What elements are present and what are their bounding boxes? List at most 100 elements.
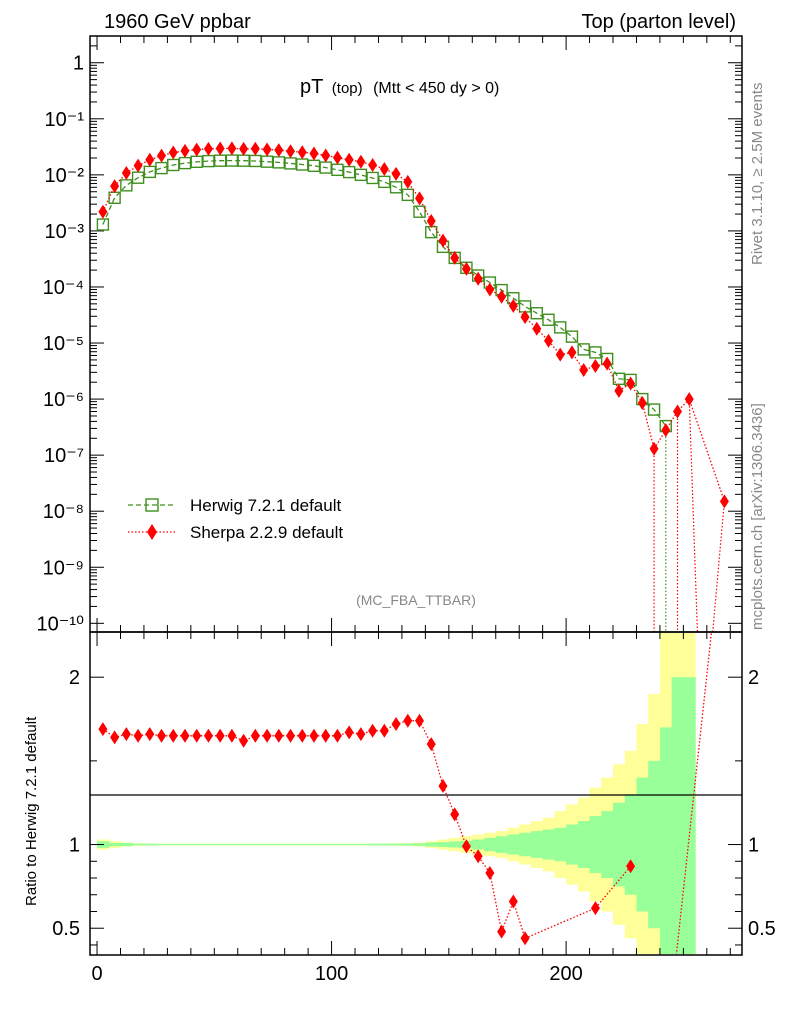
band-inner-bin [167,843,180,846]
sherpa-point [110,179,120,194]
band-inner-bin [179,843,192,846]
band-inner-bin [355,843,368,846]
ratio-sherpa-point [485,865,495,880]
band-inner-bin [319,843,333,846]
herwig-series [96,154,672,632]
sherpa-point [661,423,671,438]
plot-title-main: pT [300,76,323,98]
ratio-sherpa-point [239,733,249,748]
band-inner-bin [425,842,438,847]
plot-title-sub: (top) [332,80,363,97]
ratio-sherpa-point [227,728,237,743]
herwig-point [249,154,262,168]
band-inner-bin [624,794,638,895]
plot-title: pT (top) (Mtt < 450 dy > 0) [300,76,499,98]
band-inner-bin [472,839,485,850]
legend-sherpa-label: Sherpa 2.2.9 default [190,523,343,542]
herwig-point [331,163,344,177]
herwig-point [272,156,285,169]
ratio-y-tick-label: 1 [69,835,80,857]
ratio-sherpa-point [590,901,600,916]
main-panel: 1 10⁻¹ 10⁻² 10⁻³ 10⁻⁴ 10⁻⁵ 10⁻⁶ 10⁻⁷ 10⁻⁸ 10⁻⁹ 10⁻… [37,35,743,635]
sherpa-point [168,145,178,160]
band-inner-bin [413,843,426,846]
x-tick-label: 200 [549,963,582,985]
herwig-point [425,225,438,239]
sherpa-point [602,356,612,371]
sherpa-point [239,141,249,156]
band-inner-bin [214,843,227,846]
herwig-point [307,159,321,173]
sherpa-point [286,144,296,159]
band-inner-bin [132,843,145,846]
herwig-point [565,330,579,343]
sherpa-line [102,147,726,502]
main-y-tick-label: 10⁻⁴ [43,277,84,299]
sherpa-point [344,152,354,167]
error-bar [688,399,699,633]
band-inner-bin [390,843,403,846]
main-y-tick-label: 10⁻⁹ [43,557,84,579]
legend: Herwig 7.2.1 default Sherpa 2.2.9 defaul… [128,496,343,542]
ratio-sherpa-point [286,728,296,743]
herwig-point [155,161,168,175]
band-inner-bin [202,843,215,846]
ratio-sherpa-series [98,633,713,954]
band-inner-bin [636,777,649,912]
sherpa-point [309,146,319,161]
ratio-sherpa-point [438,778,448,793]
sherpa-point [274,143,284,158]
band-inner-bin [296,843,309,846]
ratio-panel: 0.5 0.5 1 1 2 2 0 100 200 Ratio to Herwig 7.2.1 … [23,631,776,985]
sherpa-point [461,261,471,276]
band-inner-bin [566,824,579,865]
band-inner-bin [519,832,532,857]
ratio-sherpa-point [262,728,272,743]
band-inner-bin [437,842,450,848]
sherpa-point [192,142,202,157]
sherpa-point [391,166,401,181]
sherpa-point [157,148,167,163]
ratio-sherpa-point [133,728,143,743]
legend-herwig-marker [145,498,159,512]
sherpa-point [403,174,413,189]
sherpa-point [438,233,448,248]
band-inner-bin [366,843,380,846]
legend-herwig-label: Herwig 7.2.1 default [190,496,341,515]
sherpa-point [415,191,425,206]
sherpa-point [485,282,495,297]
sherpa-point [145,152,155,167]
main-y-tick-label: 10⁻³ [45,221,85,243]
band-inner-bin [659,727,673,954]
sherpa-point [497,289,507,304]
herwig-point [542,313,555,326]
herwig-point [401,188,414,202]
herwig-point [589,346,602,359]
herwig-point [120,179,133,192]
band-inner-bin [249,843,262,846]
band-inner-bin [343,843,356,846]
ratio-sherpa-point [180,728,190,743]
herwig-point [190,155,203,168]
ratio-sherpa-point [344,725,354,740]
ratio-sherpa-point [497,924,507,939]
ratio-sherpa-point [110,730,120,745]
band-inner-bin [589,816,602,873]
herwig-point [296,158,309,171]
band-inner-bin [143,843,157,846]
sherpa-point [379,162,389,177]
sherpa-line-tail [712,501,726,633]
sherpa-point [567,345,577,360]
sherpa-point [321,148,331,163]
band-inner-bin [261,843,274,846]
ratio-sherpa-point [508,894,518,909]
ratio-y-tick-label: 0.5 [52,918,80,940]
ratio-sherpa-point [450,807,460,822]
ratio-y-tick-label-right: 2 [748,667,759,689]
sherpa-point [133,158,143,173]
ratio-sherpa-point [98,722,108,737]
ratio-tick-labels: 0.5 0.5 1 1 2 2 0 100 200 [52,667,776,985]
ratio-sherpa-point [250,728,260,743]
ratio-sherpa-point [321,728,331,743]
